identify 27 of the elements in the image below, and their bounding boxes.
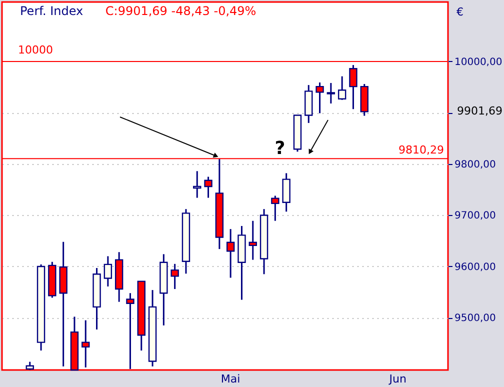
y-tick-label: 9800,00	[454, 159, 496, 170]
candlestick	[271, 194, 280, 222]
y-tick-label: 9700,00	[454, 210, 496, 222]
y-axis-title: €	[456, 6, 464, 18]
candlestick	[349, 64, 358, 110]
chart-subtitle: C:9901,69 -48,43 -0,49%	[105, 4, 256, 18]
ref-line-label: 10000	[18, 43, 53, 56]
candlestick	[193, 170, 202, 199]
candlestick	[326, 82, 336, 104]
text: 9901,69	[457, 104, 502, 118]
candlestick	[338, 76, 346, 101]
candlestick	[226, 228, 235, 278]
chart-title: Perf. Index	[20, 4, 84, 18]
candlestick	[204, 176, 212, 199]
y-tick-label: 9600,00	[454, 262, 496, 273]
candlestick	[104, 255, 112, 288]
candlestick	[248, 220, 257, 261]
candlestick	[282, 172, 290, 212]
candlestick	[316, 82, 324, 114]
candlestick	[170, 263, 179, 290]
y-tick-label: 9500,00	[454, 313, 496, 324]
ref-line-label: 9810,29	[398, 144, 444, 157]
candlestick	[82, 320, 90, 368]
x-tick-label: Mai	[220, 372, 240, 386]
y-tick-label: 10000,00	[454, 56, 502, 68]
x-tick-label: Jun	[388, 372, 406, 386]
annotation: ?	[274, 138, 286, 159]
